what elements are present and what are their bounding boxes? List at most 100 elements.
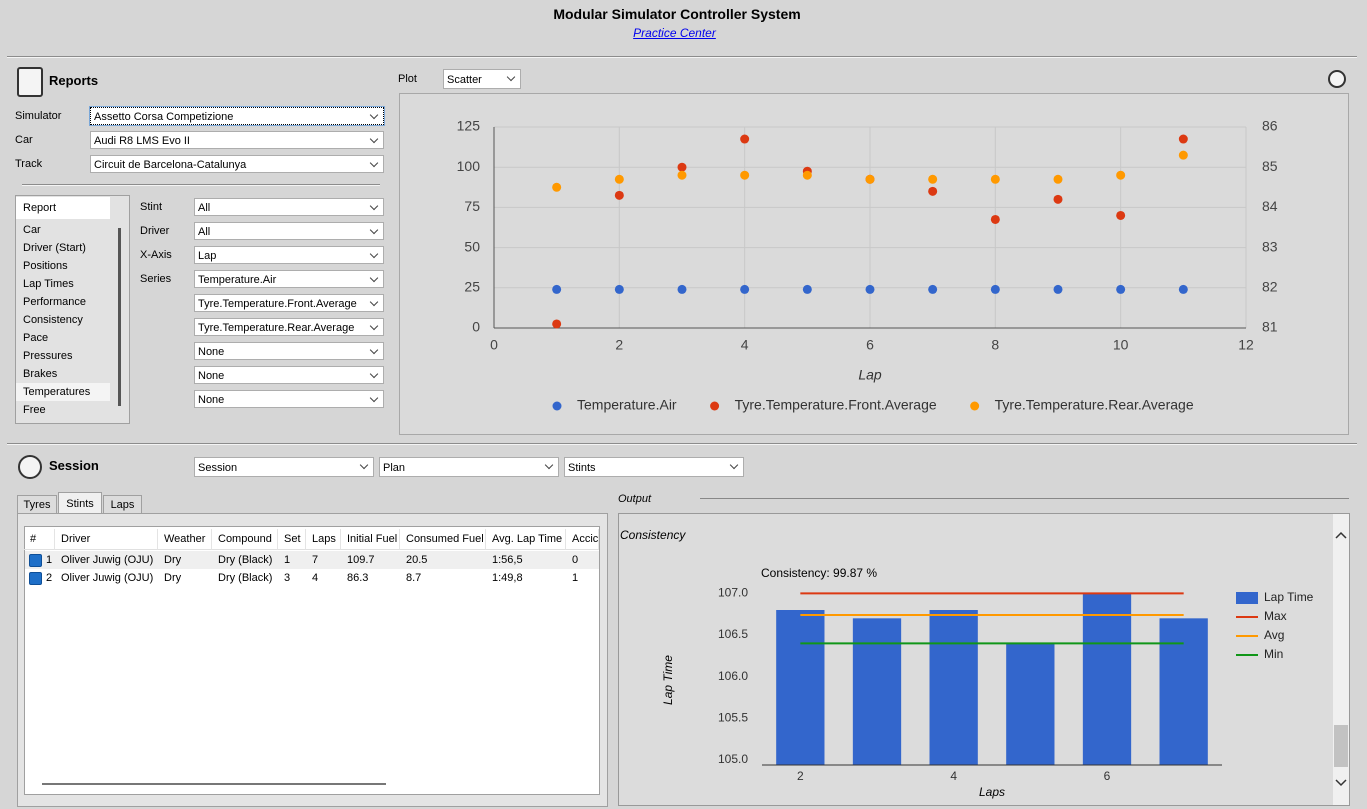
table-cell: 1 <box>46 554 53 566</box>
column-header[interactable]: Laps <box>306 529 341 550</box>
scroll-thumb <box>1334 725 1348 767</box>
column-header[interactable]: Initial Fuel <box>341 529 400 550</box>
table-cell: 7 <box>312 554 319 566</box>
dropdown[interactable]: Audi R8 LMS Evo II <box>90 131 384 149</box>
report-list-item[interactable]: Temperatures <box>16 383 110 401</box>
dropdown-value: Tyre.Temperature.Rear.Average <box>198 322 355 334</box>
tab[interactable]: Stints <box>58 492 102 514</box>
dropdown-value: Temperature.Air <box>198 274 277 286</box>
separator <box>22 184 380 186</box>
table-cell: Dry <box>164 554 182 566</box>
report-list-item[interactable]: Free <box>23 404 46 416</box>
output-label: Output <box>618 493 652 505</box>
dropdown[interactable]: All <box>194 198 384 216</box>
dropdown-value: Assetto Corsa Competizione <box>94 111 234 123</box>
report-list-item[interactable]: Car <box>23 224 41 236</box>
field-label: Car <box>15 134 33 146</box>
report-list-item[interactable]: Consistency <box>23 314 83 326</box>
dropdown-value: Session <box>198 462 238 474</box>
row-checkbox[interactable] <box>29 554 42 567</box>
table-row[interactable] <box>25 551 599 569</box>
table-row[interactable] <box>25 569 599 587</box>
dropdown[interactable]: None <box>194 342 384 360</box>
table-cell: 1:49,8 <box>492 572 523 584</box>
table-cell: Dry (Black) <box>218 554 273 566</box>
dropdown-value: Lap <box>198 250 217 262</box>
settings-button[interactable] <box>1328 70 1346 88</box>
filter-label: Driver <box>140 225 170 237</box>
dropdown[interactable]: Temperature.Air <box>194 270 384 288</box>
separator <box>7 443 1357 445</box>
dropdown-value: None <box>198 370 225 382</box>
output-panel <box>618 513 1350 806</box>
dropdown[interactable]: Session <box>194 457 374 477</box>
table-cell: Oliver Juwig (OJU) <box>61 554 154 566</box>
dropdown-value: Tyre.Temperature.Front.Average <box>198 298 357 310</box>
table-cell: Dry <box>164 572 182 584</box>
table-cell: 20.5 <box>406 554 428 566</box>
column-header[interactable]: Driver <box>55 529 158 550</box>
column-header[interactable]: Compound <box>212 529 278 550</box>
report-list-item[interactable]: Brakes <box>23 368 58 380</box>
report-list-item[interactable]: Driver (Start) <box>23 242 86 254</box>
table-cell: Dry (Black) <box>218 572 273 584</box>
dropdown[interactable]: Assetto Corsa Competizione <box>89 106 385 126</box>
report-list-item[interactable]: Performance <box>23 296 86 308</box>
plot-label: Plot <box>398 73 417 85</box>
session-icon <box>18 455 42 479</box>
reports-icon <box>17 67 43 97</box>
dropdown-value: Scatter <box>447 74 482 86</box>
table-cell: 0 <box>572 554 579 566</box>
dropdown[interactable]: All <box>194 222 384 240</box>
dropdown-value: Circuit de Barcelona-Catalunya <box>94 159 247 171</box>
dropdown[interactable]: Scatter <box>443 69 521 89</box>
app-title: Modular Simulator Controller System <box>553 6 801 22</box>
column-header[interactable]: Accic <box>566 529 599 550</box>
column-header[interactable]: Set <box>278 529 306 550</box>
dropdown[interactable]: Plan <box>379 457 559 477</box>
dropdown-value: None <box>198 394 225 406</box>
tab[interactable]: Tyres <box>17 495 57 513</box>
dropdown-value: Plan <box>383 462 406 474</box>
dropdown[interactable]: Circuit de Barcelona-Catalunya <box>90 155 384 173</box>
column-header[interactable]: # <box>24 529 55 550</box>
dropdown[interactable]: Stints <box>564 457 744 477</box>
report-list-item[interactable]: Pressures <box>23 350 73 362</box>
dropdown[interactable]: Lap <box>194 246 384 264</box>
dropdown[interactable]: None <box>194 366 384 384</box>
dropdown-value: Audi R8 LMS Evo II <box>94 135 190 147</box>
report-list-item[interactable]: Pace <box>23 332 49 344</box>
session-title: Session <box>49 458 99 473</box>
table-cell: 2 <box>46 572 53 584</box>
dropdown[interactable]: Tyre.Temperature.Front.Average <box>194 294 384 312</box>
column-header[interactable]: Consumed Fuel <box>400 529 486 550</box>
table-cell: 1 <box>284 554 291 566</box>
table-cell: 1:56,5 <box>492 554 523 566</box>
report-list-item[interactable]: Positions <box>23 260 68 272</box>
scrollbar <box>118 228 121 406</box>
output-title: Consistency <box>620 528 686 542</box>
field-label: Simulator <box>15 110 62 122</box>
chart-panel <box>399 93 1349 435</box>
row-checkbox[interactable] <box>29 572 42 585</box>
filter-label: Stint <box>140 201 163 213</box>
table-cell: 3 <box>284 572 291 584</box>
separator <box>700 498 1349 499</box>
table-cell: Oliver Juwig (OJU) <box>61 572 154 584</box>
practice-center-link[interactable]: Practice Center <box>633 26 716 40</box>
field-label: Track <box>15 158 43 170</box>
column-header[interactable]: Weather <box>158 529 212 550</box>
report-list-header: Report <box>16 197 110 219</box>
dropdown-value: All <box>198 226 211 238</box>
column-header[interactable]: Avg. Lap Time <box>486 529 566 550</box>
dropdown[interactable]: Tyre.Temperature.Rear.Average <box>194 318 384 336</box>
dropdown[interactable]: None <box>194 390 384 408</box>
table-cell: 86.3 <box>347 572 369 584</box>
table-cell: 8.7 <box>406 572 422 584</box>
tab[interactable]: Laps <box>103 495 142 513</box>
h-scrollbar <box>42 783 386 785</box>
separator <box>7 56 1357 58</box>
report-list-item[interactable]: Lap Times <box>23 278 74 290</box>
dropdown-value: All <box>198 202 211 214</box>
